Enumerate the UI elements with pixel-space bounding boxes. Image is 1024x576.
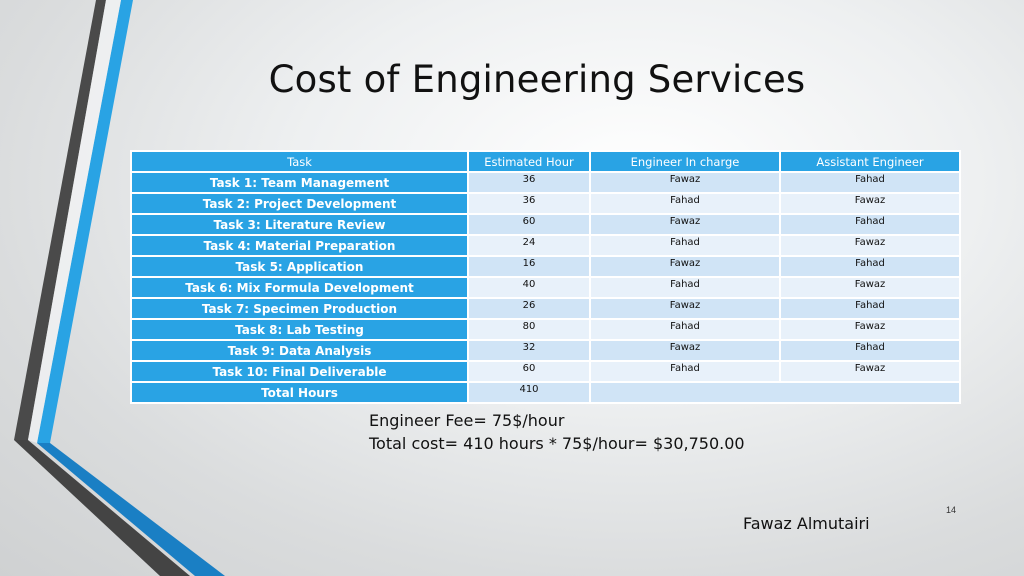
estimated-hours: 60 xyxy=(467,213,591,236)
total-cost: Total cost= 410 hours * 75$/hour= $30,75… xyxy=(369,434,745,453)
white-gap-upper xyxy=(28,0,121,443)
slide-title: Cost of Engineering Services xyxy=(268,58,806,101)
page-number: 14 xyxy=(946,505,957,515)
task-name: Task 8: Lab Testing xyxy=(130,318,469,341)
estimated-hours: 40 xyxy=(467,276,591,299)
engineer-in-charge: Fahad xyxy=(589,192,781,215)
table-row: Task 3: Literature Review 60 Fawaz Fahad xyxy=(130,213,961,236)
table-row: Task 8: Lab Testing 80 Fahad Fawaz xyxy=(130,318,961,341)
engineer-in-charge: Fawaz xyxy=(589,213,781,236)
table-header-row: Task Estimated Hour Engineer In charge A… xyxy=(130,150,961,173)
assistant-engineer: Fawaz xyxy=(779,234,961,257)
engineer-in-charge: Fahad xyxy=(589,276,781,299)
cost-summary: Engineer Fee= 75$/hour Total cost= 410 h… xyxy=(369,409,745,455)
estimated-hours: 36 xyxy=(467,171,591,194)
task-name: Task 9: Data Analysis xyxy=(130,339,469,362)
total-hours-label: Total Hours xyxy=(130,381,469,404)
assistant-engineer: Fahad xyxy=(779,171,961,194)
column-header-estimated-hour: Estimated Hour xyxy=(467,150,591,173)
estimated-hours: 80 xyxy=(467,318,591,341)
column-header-task: Task xyxy=(130,150,469,173)
column-header-engineer: Engineer In charge xyxy=(589,150,781,173)
assistant-engineer: Fawaz xyxy=(779,276,961,299)
column-header-assistant: Assistant Engineer xyxy=(779,150,961,173)
table-row: Task 10: Final Deliverable 60 Fahad Fawa… xyxy=(130,360,961,383)
task-name: Task 3: Literature Review xyxy=(130,213,469,236)
engineer-in-charge: Fahad xyxy=(589,360,781,383)
table-row: Task 7: Specimen Production 26 Fawaz Fah… xyxy=(130,297,961,320)
table-row: Task 6: Mix Formula Development 40 Fahad… xyxy=(130,276,961,299)
task-name: Task 1: Team Management xyxy=(130,171,469,194)
engineer-in-charge: Fawaz xyxy=(589,171,781,194)
task-name: Task 5: Application xyxy=(130,255,469,278)
total-row-empty-cell xyxy=(589,381,961,404)
task-name: Task 7: Specimen Production xyxy=(130,297,469,320)
task-name: Task 4: Material Preparation xyxy=(130,234,469,257)
engineer-fee: Engineer Fee= 75$/hour xyxy=(369,411,565,430)
assistant-engineer: Fawaz xyxy=(779,192,961,215)
assistant-engineer: Fahad xyxy=(779,339,961,362)
blue-stripe-lower xyxy=(37,443,225,576)
estimated-hours: 24 xyxy=(467,234,591,257)
estimated-hours: 16 xyxy=(467,255,591,278)
assistant-engineer: Fahad xyxy=(779,255,961,278)
engineer-in-charge: Fawaz xyxy=(589,339,781,362)
estimated-hours: 32 xyxy=(467,339,591,362)
engineer-in-charge: Fawaz xyxy=(589,297,781,320)
engineer-in-charge: Fahad xyxy=(589,318,781,341)
total-row: Total Hours 410 xyxy=(130,381,961,404)
table-row: Task 1: Team Management 36 Fawaz Fahad xyxy=(130,171,961,194)
decorative-stripes xyxy=(14,0,225,576)
table-row: Task 4: Material Preparation 24 Fahad Fa… xyxy=(130,234,961,257)
blue-stripe-upper xyxy=(37,0,133,443)
engineer-in-charge: Fawaz xyxy=(589,255,781,278)
assistant-engineer: Fahad xyxy=(779,297,961,320)
table-row: Task 5: Application 16 Fawaz Fahad xyxy=(130,255,961,278)
engineer-in-charge: Fahad xyxy=(589,234,781,257)
dark-stripe-lower xyxy=(14,440,190,576)
estimated-hours: 26 xyxy=(467,297,591,320)
task-name: Task 10: Final Deliverable xyxy=(130,360,469,383)
engineering-cost-table: Task Estimated Hour Engineer In charge A… xyxy=(130,150,961,404)
assistant-engineer: Fahad xyxy=(779,213,961,236)
total-hours-value: 410 xyxy=(467,381,591,404)
assistant-engineer: Fawaz xyxy=(779,318,961,341)
table-row: Task 9: Data Analysis 32 Fawaz Fahad xyxy=(130,339,961,362)
author-name: Fawaz Almutairi xyxy=(743,514,870,533)
table-row: Task 2: Project Development 36 Fahad Faw… xyxy=(130,192,961,215)
estimated-hours: 36 xyxy=(467,192,591,215)
task-name: Task 6: Mix Formula Development xyxy=(130,276,469,299)
dark-stripe-upper xyxy=(14,0,106,440)
assistant-engineer: Fawaz xyxy=(779,360,961,383)
task-name: Task 2: Project Development xyxy=(130,192,469,215)
estimated-hours: 60 xyxy=(467,360,591,383)
